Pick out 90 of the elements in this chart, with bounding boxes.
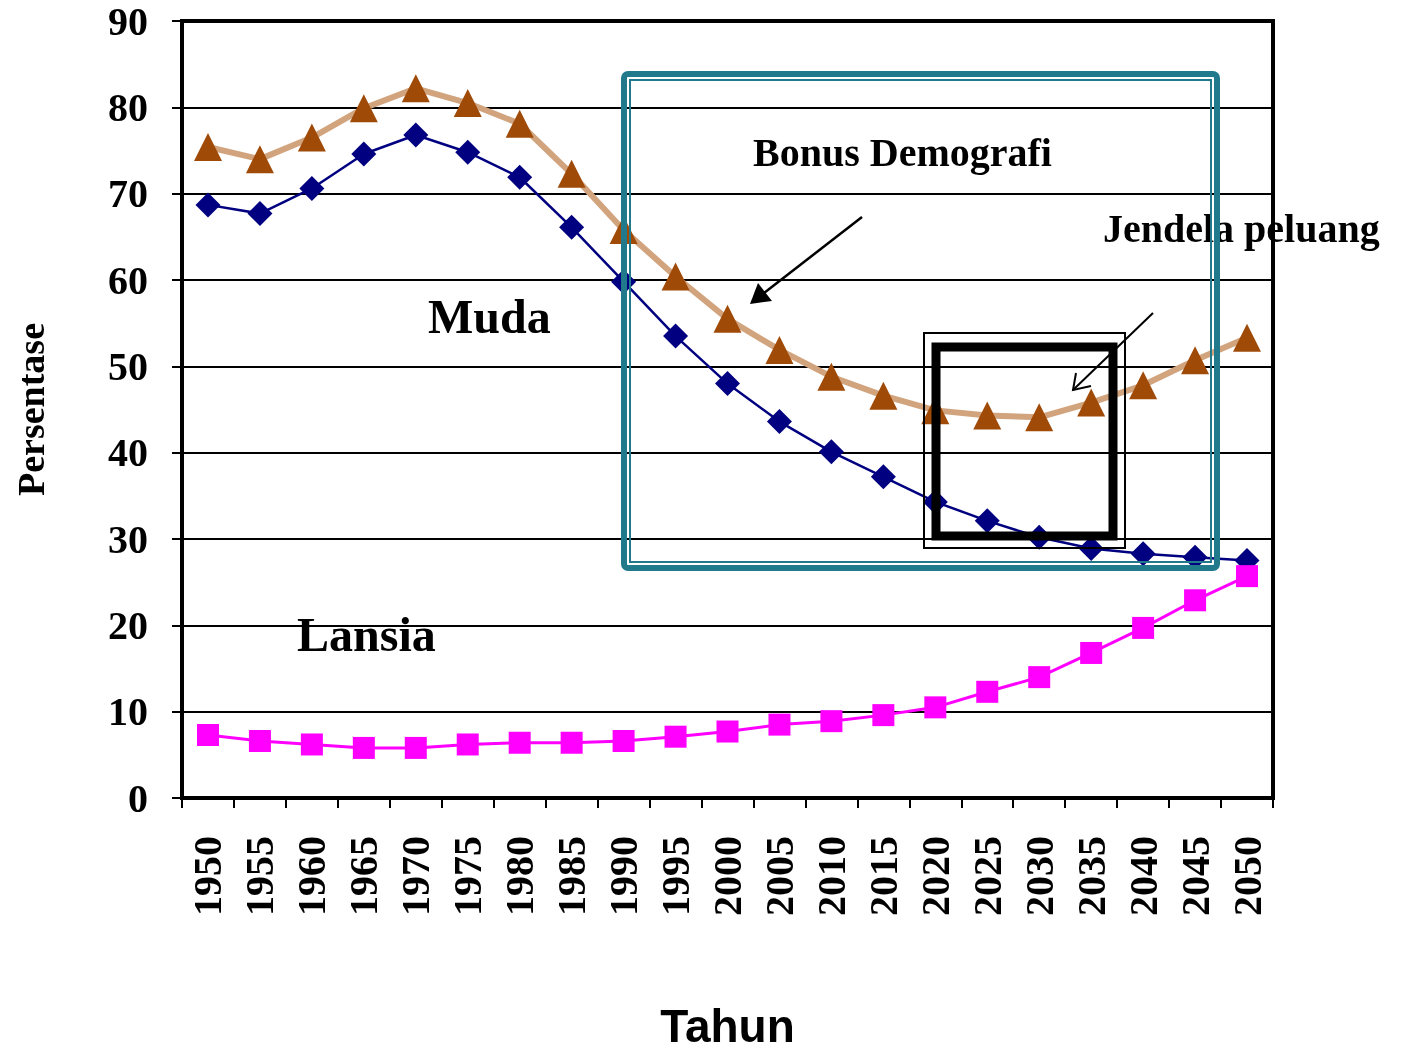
x-tick-label: 2020 (912, 836, 958, 916)
point (869, 381, 898, 410)
point (1129, 371, 1158, 400)
point (1236, 565, 1259, 588)
x-tick-label: 1995 (653, 836, 699, 916)
point (245, 145, 274, 174)
point (1080, 641, 1103, 664)
point (455, 139, 481, 165)
x-tick-label: 2030 (1016, 836, 1062, 916)
point (976, 680, 999, 703)
point (1028, 666, 1051, 689)
point (456, 733, 479, 756)
y-tick-label: 10 (108, 689, 148, 735)
point (507, 164, 533, 190)
x-tick-label: 2025 (964, 836, 1010, 916)
y-tick-label: 0 (128, 775, 148, 821)
x-tick-label: 1975 (445, 836, 491, 916)
x-tick-label: 2005 (756, 836, 802, 916)
x-tick-label: 1980 (497, 836, 543, 916)
point (560, 731, 583, 754)
point (1025, 403, 1054, 432)
point (766, 409, 792, 435)
point (664, 725, 687, 748)
point (248, 730, 271, 753)
y-tick-label: 40 (108, 430, 148, 476)
x-tick-label: 2040 (1120, 836, 1166, 916)
y-tick-label: 50 (108, 343, 148, 389)
x-tick-label: 1990 (601, 836, 647, 916)
point (193, 133, 222, 162)
point (768, 713, 791, 736)
point (1130, 541, 1156, 567)
point (973, 401, 1002, 430)
point (297, 123, 326, 152)
y-tick-label: 30 (108, 516, 148, 562)
point (663, 323, 689, 349)
point (765, 335, 794, 364)
point (924, 696, 947, 719)
x-tick-label: 1985 (549, 836, 595, 916)
y-axis-title: Persentase (10, 322, 52, 497)
point (195, 192, 221, 218)
annotation: Bonus Demografi (753, 129, 1052, 175)
point (1184, 589, 1207, 612)
point (349, 94, 378, 123)
point (453, 89, 482, 118)
point (1181, 346, 1210, 375)
y-tick-label: 80 (108, 84, 148, 130)
point (401, 74, 430, 103)
point (612, 730, 635, 753)
point (1132, 616, 1155, 639)
point (818, 439, 844, 465)
y-tick-label: 60 (108, 257, 148, 303)
point (300, 733, 323, 756)
point (817, 362, 846, 391)
point (508, 731, 531, 754)
point (403, 122, 429, 148)
point (661, 262, 690, 291)
x-tick-label: 2015 (860, 836, 906, 916)
point (716, 720, 739, 743)
point (559, 214, 585, 240)
point (715, 371, 740, 397)
point (820, 710, 843, 733)
point (974, 508, 1000, 534)
x-tick-label: 1960 (289, 836, 335, 916)
point (352, 736, 375, 759)
x-tick-label: 1970 (393, 836, 439, 916)
y-tick-label: 20 (108, 602, 148, 648)
x-tick-label: 2000 (705, 836, 750, 916)
point (196, 723, 219, 746)
point (299, 175, 325, 201)
point (1233, 323, 1262, 352)
y-tick-label: 90 (108, 0, 148, 44)
x-axis-title: Tahun (660, 1000, 795, 1052)
x-tick-label: 2035 (1068, 836, 1114, 916)
point (505, 109, 534, 138)
x-tick-label: 1955 (237, 836, 283, 916)
point (247, 201, 273, 227)
point (351, 141, 377, 167)
point (713, 304, 742, 333)
x-tick-label: 2010 (808, 836, 854, 916)
point (404, 736, 427, 759)
x-tick-label: 2045 (1172, 836, 1218, 916)
point (870, 464, 896, 490)
point (557, 159, 586, 188)
point (1077, 388, 1106, 417)
x-tick-label: 2050 (1224, 836, 1270, 916)
y-tick-label: 70 (108, 171, 148, 217)
point (872, 704, 895, 727)
x-tick-label: 1965 (341, 836, 387, 916)
annotation: Muda (428, 289, 551, 343)
x-tick-label: 1950 (185, 836, 231, 916)
